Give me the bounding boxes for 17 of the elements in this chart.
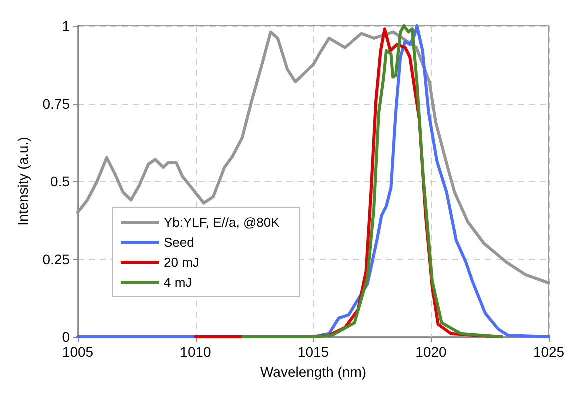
legend-label: 20 mJ [164,255,200,270]
x-axis-title: Wavelength (nm) [260,364,367,380]
x-tick-label: 1025 [533,344,565,360]
x-tick-label: 1005 [62,344,94,360]
y-tick-label: 1 [62,18,70,34]
legend-label: 4 mJ [164,275,192,290]
y-tick-label: 0.5 [50,174,70,190]
y-tick-label: 0.75 [42,96,70,112]
y-tick-label: 0 [62,329,70,345]
x-tick-label: 1020 [416,344,448,360]
x-tick-label: 1010 [180,344,212,360]
y-axis-title: Intensity (a.u.) [15,137,31,226]
legend-label: Yb:YLF, E//a, @80K [164,215,280,230]
line-series [241,24,504,338]
y-tick-label: 0.25 [42,251,70,268]
x-tick-label: 1015 [298,344,330,360]
legend-label: Seed [164,235,194,250]
